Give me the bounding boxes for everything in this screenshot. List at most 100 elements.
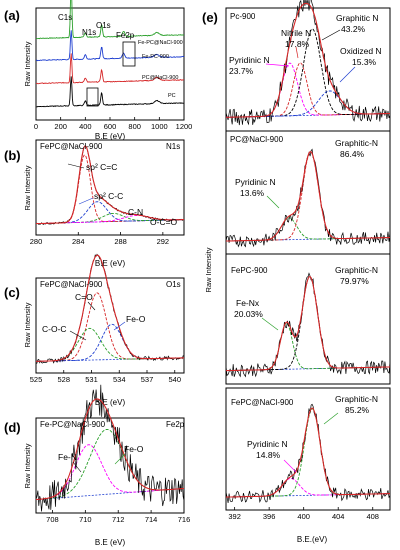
panel-d: 708 710 712 714 716 (d) Fe-PC@NaCl-900 Fe2p …	[4, 384, 190, 547]
annotation-c-o-double: C=O	[75, 292, 93, 302]
panel-b-frame	[35, 139, 185, 236]
panel-c-tick-label: 537	[141, 375, 154, 384]
panel-a-series-group	[35, 0, 185, 108]
panel-b-xticks: 280 284 288 292	[30, 232, 169, 246]
e2-label-pyridinic: Pyridinic N	[235, 177, 276, 187]
series-label-fe-pc-nacl-900: Fe-PC@NaCl-900	[138, 40, 183, 46]
survey-curve-3	[35, 76, 185, 108]
arrow-c-o-c	[69, 330, 87, 341]
arrow-fe-o	[113, 321, 126, 331]
panel-e3-raw-curve	[225, 272, 391, 378]
panel-c-fit-envelope	[35, 254, 184, 362]
arrow-fe-o-2p	[114, 453, 126, 465]
e1-arrow-graphitic	[321, 29, 341, 41]
e3-arrow-fenx	[261, 317, 279, 331]
panel-c-ylabel: Raw Intensity	[23, 302, 32, 347]
e1-arrow-oxidized	[339, 66, 356, 83]
panel-e1-title: Pc-900	[230, 12, 256, 21]
panel-d-ylabel: Raw Intensity	[23, 443, 32, 488]
arrow-fe-n	[72, 461, 82, 473]
annotation-ocoo: O-C=O	[150, 217, 178, 227]
annotation-sp2-cc-double: sp² C=C	[86, 162, 117, 172]
panel-e-tick-label: 396	[263, 512, 276, 521]
panel-e4-frame	[225, 387, 391, 511]
panel-c-tick-label: 528	[57, 375, 70, 384]
panel-e-tick-label: 400	[297, 512, 310, 521]
panel-c-plot	[35, 253, 185, 364]
panel-e1-fit-envelope	[226, 2, 390, 118]
panel-e3-frame	[225, 253, 391, 385]
annotation-fe-o: Fe-O	[126, 314, 146, 324]
panel-d-tick-label: 710	[79, 515, 92, 524]
survey-curve-2	[35, 53, 184, 85]
panel-b-plot	[35, 145, 185, 225]
panel-c-raw-curve	[35, 253, 185, 364]
panel-b-tick-label: 292	[157, 237, 170, 246]
e1-label-oxidized: Oxidized N	[340, 46, 382, 56]
panel-a: 0 200 400 600 800 1000 1200 (a) B.E (eV) Raw I…	[4, 0, 192, 141]
peak-label-c1s: C1s	[58, 13, 72, 22]
e4-arrow-pyridinic	[283, 459, 297, 473]
panel-c-label: (c)	[4, 285, 20, 300]
annotation-fe-o-2p: Fe-O	[124, 444, 144, 454]
panel-e4-fit-envelope	[226, 407, 390, 498]
annotation-sp2-cc-single: sp² C-C	[94, 191, 123, 201]
panel-c-xlabel: B.E (eV)	[95, 398, 126, 407]
panel-e3-fit-envelope	[226, 275, 391, 372]
panel-d-fit-envelope	[35, 398, 184, 501]
panel-c-tick-label: 531	[85, 375, 98, 384]
peak-label-o1s: O1s	[96, 21, 111, 30]
panel-e2-fit-envelope	[226, 151, 391, 242]
panel-b: 280 284 288 292 (b) FePC@NaCl-900 N1s B.E (…	[4, 139, 185, 268]
panel-d-title: Fe-PC@NaCl-900	[40, 420, 106, 429]
panel-c-region: O1s	[166, 280, 181, 289]
panel-e3-plot	[225, 272, 391, 378]
e4-pct-pyridinic: 14.8%	[256, 450, 281, 460]
e1-pct-pyridinic: 23.7%	[229, 66, 254, 76]
panel-e3-component-1	[226, 276, 391, 372]
series-label-pc-nacl-900: PC@NaCl-900	[142, 75, 178, 81]
panel-a-tick-label: 400	[79, 122, 92, 131]
panel-e3-title: FePC-900	[231, 266, 268, 275]
panel-d-component-1	[35, 428, 184, 501]
panel-e4-plot	[225, 403, 391, 504]
panel-d-plot	[35, 384, 185, 512]
panel-e4-title: FePC@NaCl-900	[231, 398, 294, 407]
e2-pct-graphitic: 86.4%	[340, 149, 365, 159]
e2-pct-pyridinic: 13.6%	[240, 188, 265, 198]
panel-a-tick-label: 800	[128, 122, 141, 131]
e1-arrow-nitrile	[295, 46, 299, 59]
panel-e2-plot	[225, 148, 391, 248]
panel-e-xticks: 392 396 400 404 408	[228, 507, 379, 521]
panel-e2-component-0	[226, 217, 391, 242]
e1-label-nitrile: Nitrile N	[281, 28, 311, 38]
panel-b-title: FePC@NaCl-900	[40, 142, 103, 151]
e3-pct-graphitic: 79.97%	[340, 276, 369, 286]
panel-b-label: (b)	[4, 148, 21, 163]
panel-e2-raw-curve	[225, 148, 391, 248]
e3-label-graphitic: Graphitic-N	[335, 265, 378, 275]
e1-pct-oxidized: 15.3%	[352, 57, 377, 67]
panel-b-tick-label: 284	[72, 237, 85, 246]
e4-label-pyridinic: Pyridinic N	[247, 439, 288, 449]
arrow-sp2-cc-double	[67, 163, 85, 169]
panel-e-tick-label: 392	[228, 512, 241, 521]
panel-a-label: (a)	[4, 8, 20, 23]
panel-e1-plot	[225, 0, 391, 126]
panel-d-region: Fe2p	[166, 420, 185, 429]
panel-e1-raw-curve	[225, 0, 391, 126]
panel-b-ylabel: Raw Intensity	[23, 165, 32, 210]
e1-arrow-pyridinic	[265, 63, 290, 67]
e1-label-pyridinic: Pyridinic N	[229, 55, 270, 65]
panel-a-tick-label: 0	[34, 122, 38, 131]
e1-pct-graphitic: 43.2%	[341, 24, 366, 34]
panel-d-xlabel: B.E (eV)	[95, 538, 126, 547]
panel-d-tick-label: 712	[112, 515, 125, 524]
panel-e-xlabel: B.E.(eV)	[297, 535, 328, 544]
survey-curve-1	[35, 30, 185, 62]
panel-e-tick-label: 408	[366, 512, 379, 521]
panel-c-tick-label: 540	[168, 375, 181, 384]
panel-d-tick-label: 708	[46, 515, 59, 524]
series-label-fe-pc-900: Fe-PC-900	[142, 54, 169, 60]
fe2p-highlight-box	[122, 41, 136, 67]
